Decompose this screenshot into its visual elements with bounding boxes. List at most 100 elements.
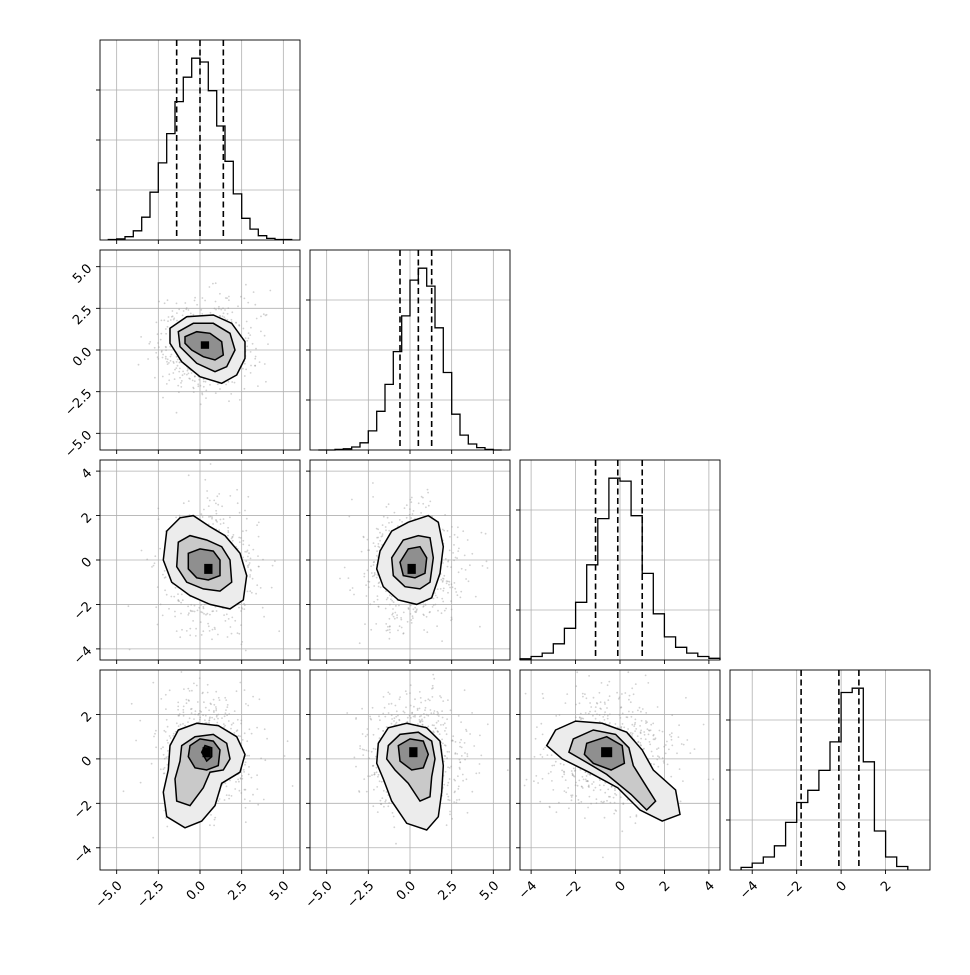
scatter-point [139,781,142,784]
scatter-point [459,745,461,748]
scatter-point [187,699,190,702]
scatter-point [213,499,216,502]
scatter-point [627,728,629,730]
scatter-point [369,603,372,606]
scatter-point [180,382,182,384]
scatter-point [429,709,432,711]
scatter-point [393,717,396,720]
scatter-point [231,536,234,538]
y-tick-label: 5.0 [70,261,95,286]
scatter-point [541,733,544,736]
scatter-point [176,319,178,322]
scatter-point [486,567,489,569]
scatter-point [178,308,181,311]
scatter-point [202,691,204,694]
scatter-point [402,710,405,713]
scatter-point [240,624,243,626]
scatter-point [433,592,436,594]
scatter-point [663,745,666,748]
scatter-point [249,576,251,578]
scatter-point [451,526,453,528]
scatter-point [217,696,220,699]
scatter-point [403,507,406,509]
scatter-point [437,609,439,612]
scatter-point [450,619,452,622]
scatter-point [214,282,217,285]
hist-3-frame [729,669,931,871]
scatter-point [369,775,371,778]
scatter-point [185,630,188,632]
scatter-point [238,780,240,783]
scatter-point [433,710,436,712]
scatter-point [165,756,168,759]
panel-2d-0-2 [96,459,301,664]
scatter-point [385,506,388,508]
scatter-point [707,778,710,781]
scatter-point [650,723,653,726]
scatter-point [208,516,210,518]
hist-2-step [519,477,721,660]
scatter-point [228,794,231,797]
scatter-point [372,542,375,544]
scatter-point [420,719,422,722]
scatter-point [614,792,616,795]
scatter-point [224,620,227,622]
scatter-point [481,565,484,567]
scatter-point [565,791,568,794]
scatter-point [228,295,230,298]
scatter-point [254,364,257,367]
scatter-point [242,367,244,370]
scatter-point [192,620,195,622]
scatter-point [584,771,587,773]
scatter-point [574,769,577,771]
scatter-point [206,497,209,499]
panel-2d-1-3-plot-area [310,670,510,870]
scatter-point [257,535,260,538]
scatter-point [248,552,250,555]
scatter-point [632,693,635,696]
scatter-point [668,748,670,751]
scatter-point [394,704,397,707]
scatter-point [244,550,247,553]
scatter-point [162,746,164,749]
scatter-point [550,754,553,757]
scatter-point [595,802,598,804]
scatter-point [160,349,163,352]
scatter-point [175,355,178,358]
scatter-point [221,505,224,508]
scatter-point [195,627,198,630]
scatter-point [371,706,374,709]
scatter-point [215,610,218,612]
scatter-point [410,717,412,719]
scatter-point [225,709,227,711]
scatter-point [240,792,243,794]
scatter-point [236,718,239,721]
scatter-point [159,603,162,606]
scatter-point [173,595,176,598]
scatter-point [427,698,430,701]
scatter-point [386,629,389,631]
scatter-point [222,518,225,520]
scatter-point [231,311,234,314]
scatter-point [257,803,260,806]
scatter-point [382,515,385,518]
scatter-point [427,491,429,494]
scatter-point [377,605,380,608]
scatter-point [469,733,471,735]
scatter-point [449,586,451,589]
scatter-point [420,715,422,717]
scatter-point [216,521,219,523]
scatter-point [361,748,364,751]
scatter-point [219,292,221,295]
scatter-point [588,795,591,798]
scatter-point [649,729,652,732]
scatter-point [160,319,163,322]
scatter-point [377,543,380,545]
scatter-point [399,664,401,666]
scatter-point [441,528,444,531]
scatter-point [403,711,406,714]
scatter-point [178,391,180,394]
scatter-point [587,780,589,783]
scatter-point [652,733,655,736]
scatter-point [622,803,625,805]
